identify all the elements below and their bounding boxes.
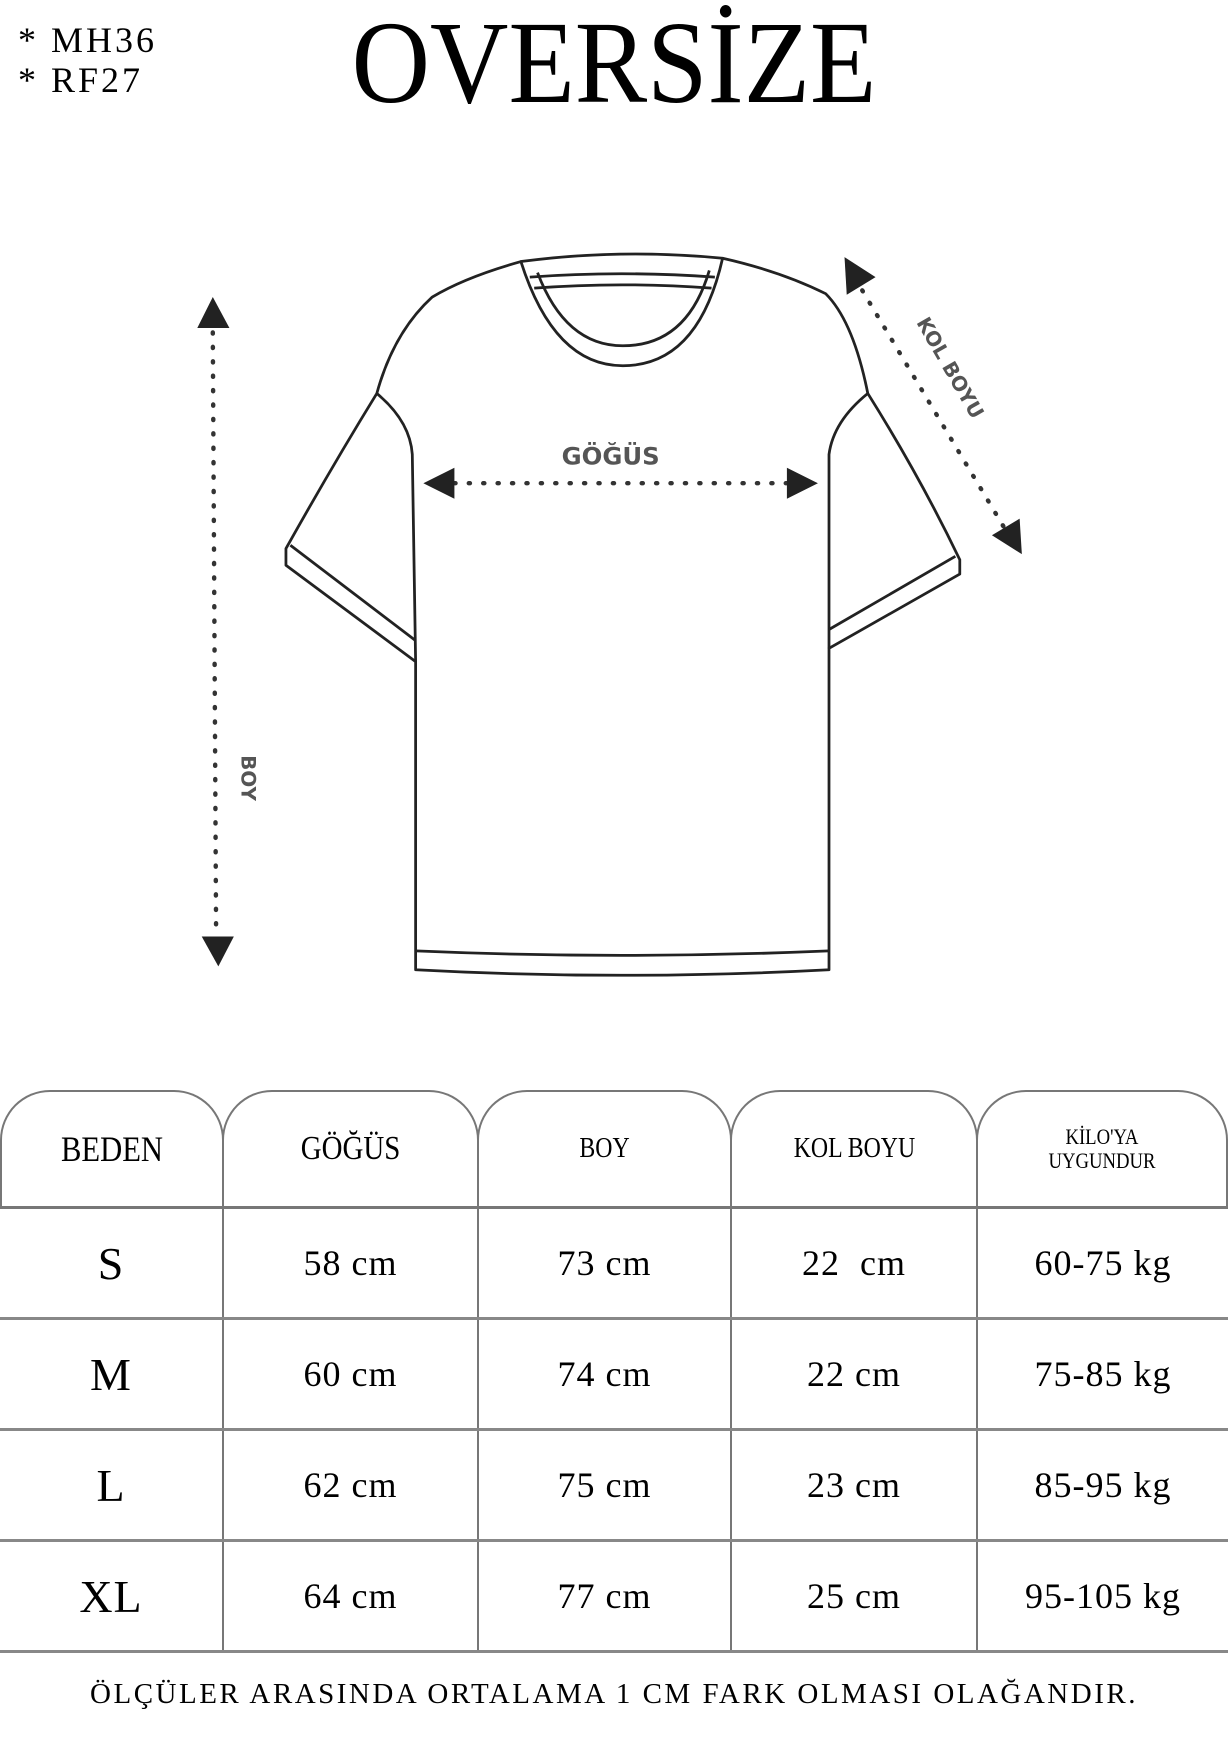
- cell-size: L: [96, 1459, 126, 1511]
- table-row: M 60 cm 74 cm 22 cm 75-85 kg: [0, 1320, 1228, 1431]
- header-boy: BOY: [477, 1090, 732, 1206]
- arrow-left-icon: [423, 467, 455, 499]
- cell-length: 75 cm: [477, 1431, 730, 1539]
- page-title: OVERSİZE: [351, 0, 877, 128]
- product-codes: * MH36 * RF27: [18, 20, 157, 100]
- cell-sleeve: 25 cm: [730, 1542, 976, 1650]
- left-armhole: [375, 392, 418, 662]
- cell-chest: 64 cm: [222, 1542, 477, 1650]
- chest-label: GÖĞÜS: [562, 440, 660, 470]
- arrow-up-icon: [197, 297, 230, 329]
- header-gogus: GÖĞÜS: [222, 1090, 479, 1206]
- cell-weight: 60-75 kg: [976, 1209, 1228, 1317]
- cell-chest: 60 cm: [222, 1320, 477, 1428]
- cell-chest: 62 cm: [222, 1431, 477, 1539]
- code-1: * MH36: [18, 20, 158, 60]
- length-measure-line: [210, 330, 219, 939]
- sleeve-label: KOL BOYU: [912, 313, 989, 423]
- code-2: * RF27: [18, 60, 144, 100]
- cell-sleeve: 23 cm: [730, 1431, 976, 1539]
- table-row: S 58 cm 73 cm 22 cm 60-75 kg: [0, 1209, 1228, 1320]
- cell-size: XL: [79, 1570, 143, 1622]
- length-label: BOY: [237, 755, 261, 801]
- tshirt-diagram: GÖĞÜS BOY KOL BOYU: [197, 252, 1022, 977]
- header-kilo: KİLO'YA UYGUNDUR: [976, 1090, 1228, 1206]
- arrow-upleft-icon: [844, 257, 876, 295]
- arrow-down-icon: [201, 936, 234, 967]
- cell-sleeve: 22 cm: [730, 1209, 976, 1317]
- shirt-outline: [284, 256, 962, 977]
- arrow-downright-icon: [991, 518, 1022, 555]
- cell-length: 73 cm: [477, 1209, 730, 1317]
- footer-note: ÖLÇÜLER ARASINDA ORTALAMA 1 CM FARK OLMA…: [90, 1678, 1138, 1710]
- header-kol-boyu: KOL BOYU: [730, 1090, 978, 1206]
- cell-length: 74 cm: [477, 1320, 730, 1428]
- cell-size: S: [97, 1237, 125, 1289]
- cell-weight: 75-85 kg: [976, 1320, 1228, 1428]
- right-armhole: [827, 392, 869, 649]
- cell-sleeve: 22 cm: [730, 1320, 976, 1428]
- collar-outer: [519, 252, 724, 368]
- cell-weight: 85-95 kg: [976, 1431, 1228, 1539]
- table-row: XL 64 cm 77 cm 25 cm 95-105 kg: [0, 1542, 1228, 1653]
- collar-inner: [536, 270, 711, 348]
- table-row: L 62 cm 75 cm 23 cm 85-95 kg: [0, 1431, 1228, 1542]
- cell-weight: 95-105 kg: [976, 1542, 1228, 1650]
- sleeve-measure-line: [860, 288, 1007, 530]
- arrow-right-icon: [786, 467, 818, 499]
- cell-length: 77 cm: [477, 1542, 730, 1650]
- cell-size: M: [90, 1348, 132, 1400]
- header-beden: BEDEN: [0, 1090, 224, 1206]
- size-rows: S 58 cm 73 cm 22 cm 60-75 kg M 60 cm 74 cm 22 cm…: [0, 1206, 1228, 1653]
- cell-chest: 58 cm: [222, 1209, 477, 1317]
